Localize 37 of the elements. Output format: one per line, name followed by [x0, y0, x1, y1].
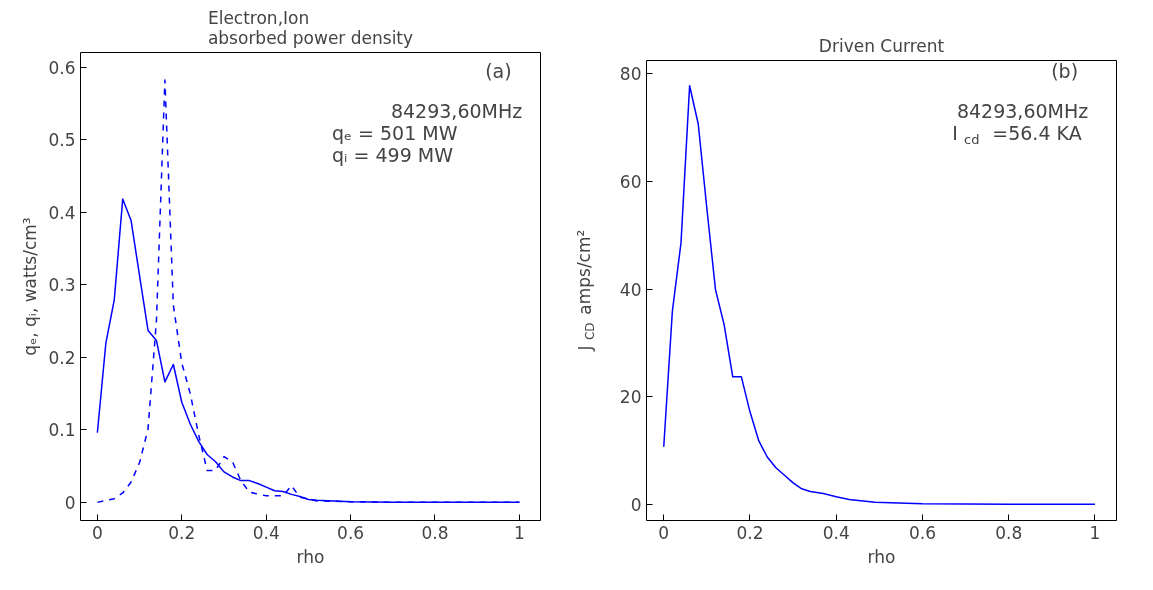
- y-tick-label: 0.5: [48, 130, 76, 151]
- y-axis-title: qₑ, qᵢ, watts/cm³: [20, 217, 41, 356]
- x-axis-title: rho: [867, 546, 896, 567]
- y-tick-label: 0.2: [48, 347, 76, 368]
- y-tick-label: 0.3: [48, 275, 76, 296]
- x-tick-label: 0: [91, 522, 103, 543]
- x-tick-label: 0.2: [168, 522, 196, 543]
- x-tick-label: 0.8: [995, 522, 1023, 543]
- x-tick-label: 0.6: [337, 522, 365, 543]
- y-tick-label: 20: [619, 387, 642, 408]
- annotation: qᵢ = 499 MW: [332, 143, 454, 166]
- annotation: 84293,60MHz: [956, 99, 1089, 122]
- x-axis-title: rho: [296, 546, 325, 567]
- x-tick-label: 1: [1089, 522, 1101, 543]
- line-series: [663, 85, 1096, 506]
- y-tick-label: 0.1: [48, 420, 76, 441]
- chart-title: Driven Current: [818, 35, 945, 56]
- x-tick-label: 0.4: [822, 522, 850, 543]
- x-tick-label: 0.2: [736, 522, 764, 543]
- chart-title: Electron,Ion absorbed power density: [207, 7, 414, 48]
- annotation: (b): [1051, 59, 1079, 82]
- x-tick-label: 0: [658, 522, 670, 543]
- y-tick-label: 80: [619, 64, 642, 85]
- x-tick-label: 0.8: [421, 522, 449, 543]
- y-tick-label: 0: [630, 494, 642, 515]
- x-tick-label: 1: [513, 522, 525, 543]
- annotation: 84293,60MHz: [390, 99, 523, 122]
- y-axis-title: JCD amps/cm²: [574, 229, 598, 352]
- y-tick-label: 0.4: [48, 202, 76, 223]
- x-tick-label: 0.4: [252, 522, 280, 543]
- y-tick-label: 40: [619, 279, 642, 300]
- y-tick-label: 0.6: [48, 57, 76, 78]
- annotation: qₑ = 501 MW: [332, 121, 458, 144]
- annotation: (a): [485, 59, 512, 82]
- y-tick-label: 0: [64, 492, 76, 513]
- x-tick-label: 0.6: [908, 522, 936, 543]
- y-tick-label: 60: [619, 172, 642, 193]
